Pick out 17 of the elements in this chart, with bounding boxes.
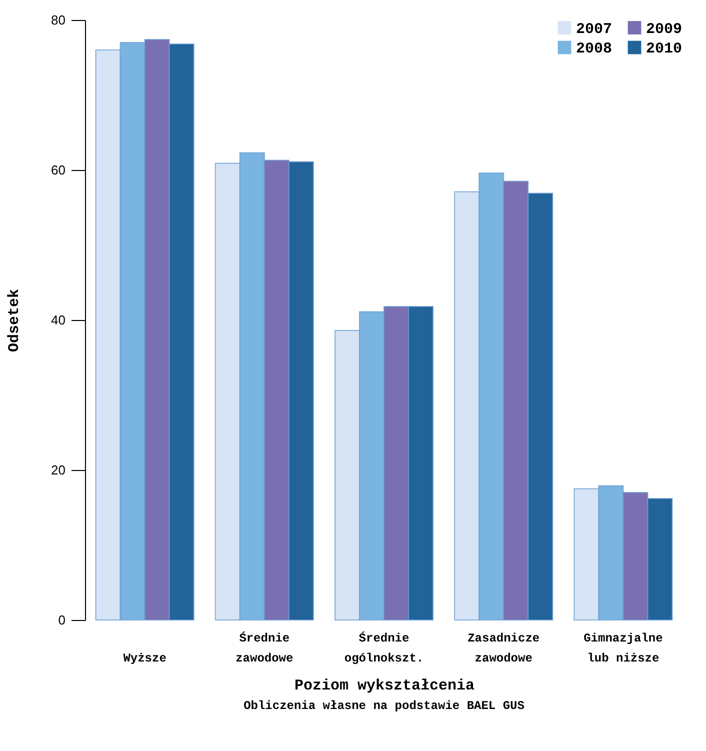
y-tick-label: 60 xyxy=(51,162,66,178)
text: Obliczenia własne na podstawie BAEL GUS xyxy=(244,699,524,713)
y-tick-label: 40 xyxy=(51,312,66,328)
y-axis-title: Odsetek xyxy=(6,288,24,352)
y-tick-label: 20 xyxy=(51,462,66,478)
x-tick-label: Wyższe xyxy=(123,652,166,666)
legend-label: 2008 xyxy=(576,40,612,58)
x-axis-title: Poziom wykształcenia xyxy=(294,678,475,694)
x-tick-label: Średnie ogólnokszt. xyxy=(344,632,424,666)
legend-label: 2010 xyxy=(646,40,682,58)
legend-label: 2007 xyxy=(576,20,612,38)
x-tick-label: Średnie zawodowe xyxy=(236,632,294,666)
y-tick-label: 80 xyxy=(51,12,66,28)
x-tick-label: Zasadnicze zawodowe xyxy=(468,632,540,666)
y-tick-label: 0 xyxy=(58,612,66,628)
x-tick-label: Gimnazjalne lub niższe xyxy=(584,632,663,666)
legend-label: 2009 xyxy=(646,20,682,38)
